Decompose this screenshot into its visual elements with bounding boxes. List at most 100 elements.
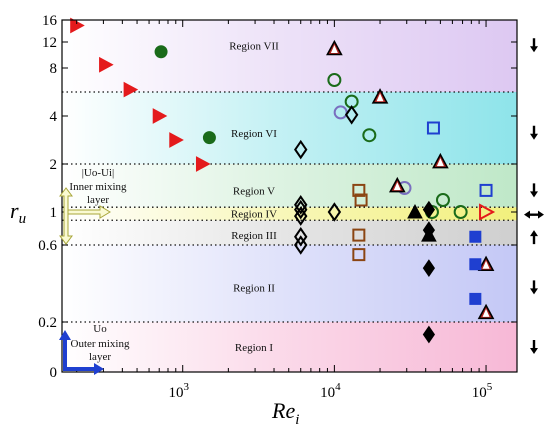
point-circle [327, 73, 342, 87]
point-diamond [294, 226, 308, 247]
x-tick-exponent: 4 [335, 381, 341, 393]
point-diamond [294, 206, 308, 226]
label-region-iii: Region III [231, 230, 277, 242]
arrow-down-icon [530, 280, 538, 295]
y-axis-title-main: r [10, 198, 19, 223]
region-arrows [524, 38, 544, 354]
point-triangle-right [99, 56, 114, 73]
inner-formula: |Uo-Ui| [82, 167, 115, 179]
y-tick-label: 4 [50, 109, 58, 125]
point-circle [202, 131, 216, 145]
point-triangle-up-hole [482, 308, 490, 317]
point-square [352, 183, 366, 197]
arrow-down-icon [530, 38, 538, 53]
point-circle [453, 205, 468, 219]
inner-horizontal-arrow-icon [67, 205, 111, 219]
point-diamond [294, 139, 308, 160]
x-tick-exponent: 3 [183, 381, 189, 393]
y-tick-label: 1 [50, 205, 58, 221]
label-region-i: Region I [235, 342, 274, 354]
point-circle [435, 193, 450, 207]
arrow-left-right-icon [524, 210, 544, 219]
point-triangle-up [371, 88, 389, 104]
y-tick-label: 8 [50, 61, 58, 77]
y-tick-label: 0.6 [38, 238, 57, 254]
point-triangle-up [388, 176, 406, 193]
arrow-down-icon [530, 183, 538, 198]
point-triangle-up-hole [393, 182, 401, 191]
point-square [479, 183, 493, 197]
label-region-ii: Region II [233, 282, 275, 294]
point-triangle-up-hole [482, 260, 490, 269]
inner-vertical-arrow-icon [59, 187, 73, 245]
x-tick-base: 10 [472, 385, 487, 401]
x-tick-base: 10 [320, 385, 335, 401]
region-labels: Region I Region II Region III Region IV Regi… [229, 40, 279, 354]
arrow-down-icon [530, 125, 538, 140]
point-triangle-up-hole [436, 158, 444, 167]
point-triangle-up [421, 227, 437, 242]
y-tick-label: 16 [42, 13, 58, 29]
point-circle [362, 128, 377, 143]
point-triangle-up-hole [330, 45, 338, 53]
label-region-v: Region V [233, 185, 275, 197]
point-square [352, 228, 366, 242]
outer-label-line1: Outer mixing [71, 338, 130, 350]
y-axis-title: ru [10, 198, 26, 227]
point-diamond [294, 235, 308, 255]
point-square [352, 248, 366, 262]
y-tick-label: 12 [42, 35, 57, 51]
point-triangle-right [479, 203, 496, 221]
y-tick-label: 0 [50, 365, 58, 381]
point-square [426, 121, 440, 135]
y-axis-title-sub: u [19, 211, 27, 227]
background-fade [62, 20, 517, 372]
inner-label-line1: Inner mixing [69, 181, 127, 193]
label-region-iv: Region IV [231, 209, 277, 221]
point-diamond [422, 325, 436, 344]
y-tick-label: 0.2 [38, 315, 57, 331]
point-circle [154, 45, 168, 59]
label-region-vii: Region VII [229, 40, 279, 52]
point-square [354, 193, 368, 207]
point-square [469, 258, 482, 271]
point-triangle-right [123, 81, 139, 98]
point-triangle-up [326, 39, 343, 56]
point-diamond [294, 195, 308, 215]
data-points [70, 17, 496, 344]
point-square [469, 230, 482, 243]
point-diamond [294, 199, 308, 220]
x-tick-base: 10 [168, 385, 183, 401]
point-diamond [327, 202, 342, 222]
x-tick-label: 104 [320, 381, 341, 401]
point-triangle-up-hole [376, 93, 384, 102]
arrow-up-icon [530, 230, 538, 245]
outer-mixing-annotation: Uo Outer mixing layer [59, 323, 130, 375]
inner-label-line2: layer [87, 194, 109, 206]
x-axis-title: Rei [271, 398, 299, 428]
point-triangle-up [432, 152, 449, 169]
point-triangle-up [477, 255, 495, 272]
inner-mixing-annotation: |Uo-Ui| Inner mixing layer [59, 167, 127, 245]
point-triangle-up [477, 303, 495, 320]
point-diamond [422, 259, 436, 277]
arrow-down-icon [530, 340, 538, 354]
outer-vertical-arrow-icon [59, 330, 71, 371]
point-triangle-right [152, 108, 168, 124]
point-triangle-up [407, 203, 423, 219]
point-triangle-right [195, 156, 211, 172]
outer-formula: Uo [93, 323, 107, 335]
outer-label-line2: layer [89, 351, 111, 363]
point-diamond [422, 200, 436, 219]
y-tick-label: 2 [50, 157, 58, 173]
point-diamond [344, 105, 359, 125]
x-axis-title-main: Re [271, 398, 295, 423]
point-triangle-right [169, 132, 184, 148]
point-square [469, 292, 482, 305]
label-region-vi: Region VI [231, 128, 277, 140]
outer-horizontal-arrow-icon [63, 363, 104, 375]
x-tick-label: 105 [472, 381, 493, 401]
x-tick-exponent: 5 [487, 381, 493, 393]
